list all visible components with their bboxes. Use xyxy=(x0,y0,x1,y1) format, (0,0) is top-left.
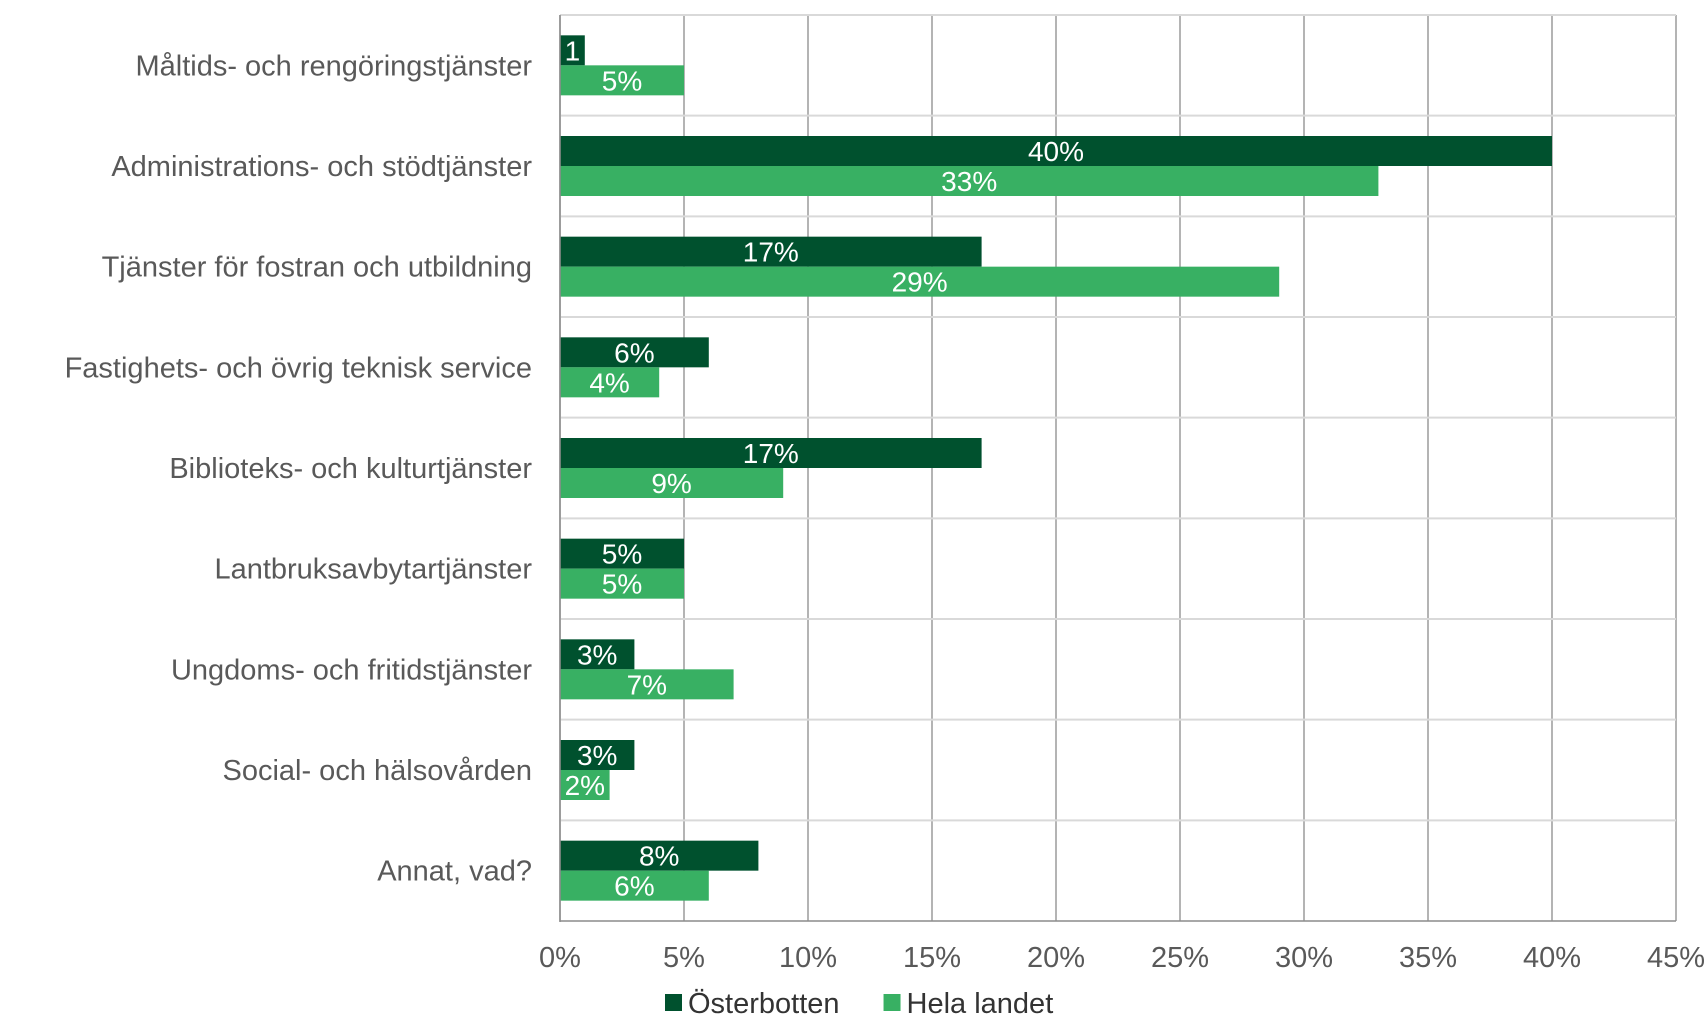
bar-labels: 15%40%33%17%29%6%4%17%9%5%5%3%7%3%2%8%6% xyxy=(565,35,1084,902)
x-tick-label: 25% xyxy=(1151,942,1209,974)
bar-data-label: 17% xyxy=(743,438,799,469)
bar-hela-landet xyxy=(560,468,784,498)
bar-osterbotten xyxy=(560,840,759,871)
category-label: Måltids- och rengöringstjänster xyxy=(135,50,532,82)
bar-hela-landet xyxy=(560,266,1280,297)
category-label: Lantbruksavbytartjänster xyxy=(214,554,532,586)
bar-hela-landet xyxy=(560,568,684,599)
bar-osterbotten xyxy=(560,236,982,267)
legend-label: Hela landet xyxy=(907,988,1054,1020)
bar-data-label: 2% xyxy=(565,770,605,801)
x-tick-label: 20% xyxy=(1027,942,1085,974)
bar-data-label: 7% xyxy=(627,669,667,700)
category-label: Fastighets- och övrig teknisk service xyxy=(65,352,532,384)
category-labels: Måltids- och rengöringstjänster Administr… xyxy=(65,50,533,887)
bar-hela-landet xyxy=(560,669,734,700)
bar-data-label: 4% xyxy=(589,367,629,398)
bar-osterbotten xyxy=(560,538,684,569)
bar-osterbotten xyxy=(560,438,982,468)
bar-hela-landet xyxy=(560,770,610,800)
bars xyxy=(560,35,1552,901)
bar-osterbotten xyxy=(560,740,635,770)
bar-osterbotten xyxy=(560,337,709,368)
x-tick-label: 0% xyxy=(539,942,581,974)
bar-data-label: 3% xyxy=(577,639,617,670)
category-label: Administrations- och stödtjänster xyxy=(111,151,532,183)
bar-osterbotten xyxy=(560,35,585,66)
category-label: Ungdoms- och fritidstjänster xyxy=(171,654,532,686)
bar-data-label: 5% xyxy=(602,539,642,570)
bar-data-label: 33% xyxy=(941,166,997,197)
bar-data-label: 17% xyxy=(743,237,799,268)
bar-data-label: 6% xyxy=(614,337,654,368)
category-label: Biblioteks- och kulturtjänster xyxy=(169,453,532,485)
legend: Österbotten Hela landet xyxy=(665,988,1053,1020)
bar-hela-landet xyxy=(560,166,1379,196)
bar-data-label: 5% xyxy=(602,569,642,600)
x-tick-label: 10% xyxy=(779,942,837,974)
x-tick-label: 35% xyxy=(1399,942,1457,974)
bar-data-label: 8% xyxy=(639,841,679,872)
bar-hela-landet xyxy=(560,367,660,398)
bar-hela-landet xyxy=(560,65,684,96)
x-tick-label: 40% xyxy=(1523,942,1581,974)
bar-osterbotten xyxy=(560,136,1552,166)
legend-label: Österbotten xyxy=(688,988,840,1020)
bar-data-label: 40% xyxy=(1028,136,1084,167)
category-label: Social- och hälsovården xyxy=(222,755,532,787)
bar-hela-landet xyxy=(560,870,709,901)
x-tick-label: 45% xyxy=(1647,942,1705,974)
x-tick-label: 15% xyxy=(903,942,961,974)
category-label: Annat, vad? xyxy=(377,856,532,888)
bar-data-label: 3% xyxy=(577,740,617,771)
tick-labels: 0% 5% 10% 15% 20% 25% 30% 35% 40% 45% xyxy=(539,942,1705,974)
bar-data-label: 9% xyxy=(651,468,691,499)
bar-data-label: 29% xyxy=(892,267,948,298)
legend-swatch xyxy=(665,994,682,1011)
x-tick-label: 5% xyxy=(663,942,705,974)
axis xyxy=(559,15,1676,922)
bar-osterbotten xyxy=(560,639,635,670)
category-label: Tjänster för fostran och utbildning xyxy=(102,252,532,284)
bar-data-label: 1 xyxy=(565,35,581,66)
bar-data-label: 5% xyxy=(602,65,642,96)
x-tick-label: 30% xyxy=(1275,942,1333,974)
legend-swatch xyxy=(883,994,901,1011)
bar-data-label: 6% xyxy=(614,871,654,902)
